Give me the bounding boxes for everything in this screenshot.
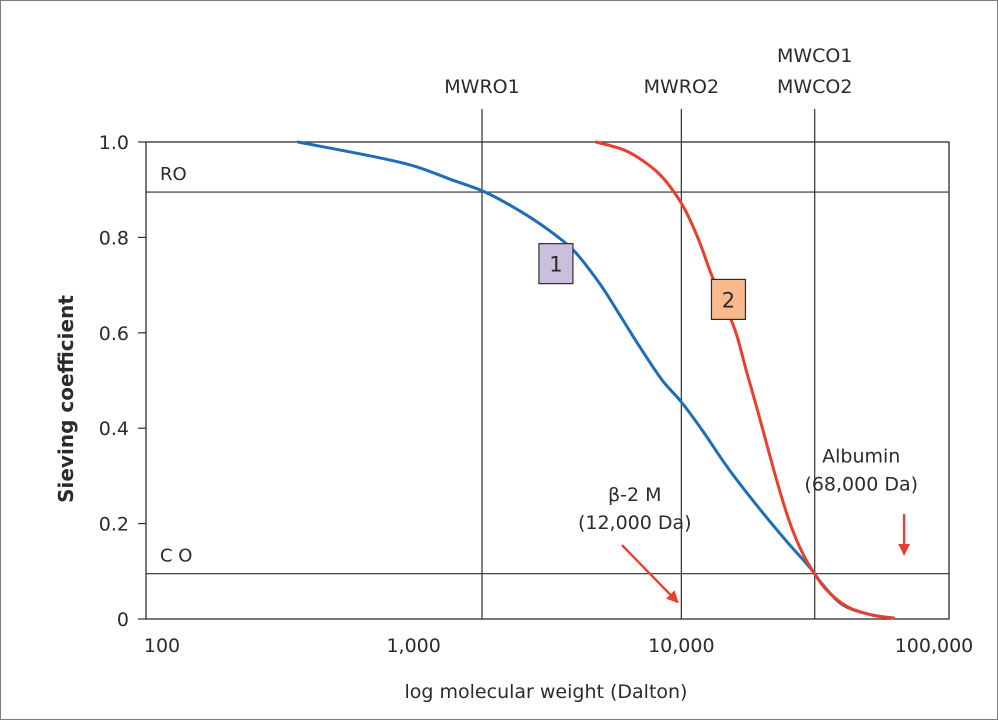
- x-tick-label: 1,000: [386, 635, 440, 657]
- annotation-1-line-0: Albumin: [822, 446, 900, 468]
- y-tick-label: 1.0: [99, 132, 129, 154]
- plot-frame: [145, 141, 950, 620]
- annotation-0-arrow: [621, 544, 679, 604]
- reference-lines: [146, 109, 949, 619]
- vline-label-mwco2: MWCO2: [777, 76, 853, 98]
- vline-label-mwro1: MWRO1: [444, 76, 519, 98]
- hline-label-co: C O: [160, 546, 192, 567]
- vline-label-mwco1: MWCO1: [777, 45, 853, 67]
- series-1-curve: [296, 140, 895, 620]
- series-label-box-2: [710, 278, 747, 321]
- axis-ticks: 0 0.2 0.4 0.6 0.8 1.0 100 1,000 10,000 100,000: [99, 132, 974, 657]
- y-tick-label: 0.4: [99, 418, 129, 440]
- x-tick-label: 10,000: [648, 635, 714, 657]
- annotations: β-2 M (12,000 Da) Albumin (68,000 Da): [578, 446, 918, 604]
- series-label-box-1: [538, 243, 574, 285]
- y-tick-label: 0: [117, 609, 129, 631]
- hline-label-ro: RO: [160, 164, 187, 185]
- x-tick-label: 100,000: [895, 635, 974, 657]
- y-axis-title: Sieving coefficient: [54, 295, 78, 503]
- series-lines: [296, 140, 895, 620]
- annotation-0-line-1: (12,000 Da): [578, 512, 692, 534]
- vline-label-mwro2: MWRO2: [644, 76, 719, 98]
- plot-area-border: [145, 141, 950, 620]
- series-label-1: 1: [549, 253, 562, 277]
- series-2-curve: [594, 140, 895, 620]
- y-tick-label: 0.6: [99, 323, 129, 345]
- y-tick-label: 0.2: [99, 514, 129, 536]
- x-axis-title: log molecular weight (Dalton): [405, 681, 688, 703]
- annotation-1-line-1: (68,000 Da): [804, 474, 918, 496]
- annotation-0-line-0: β-2 M: [608, 484, 662, 506]
- x-tick-label: 100: [144, 635, 180, 657]
- chart-labels: MWRO1 MWRO2 MWCO1 MWCO2 RO C O 1 2: [160, 45, 852, 567]
- y-tick-label: 0.8: [99, 227, 129, 249]
- series-label-2: 2: [722, 288, 735, 312]
